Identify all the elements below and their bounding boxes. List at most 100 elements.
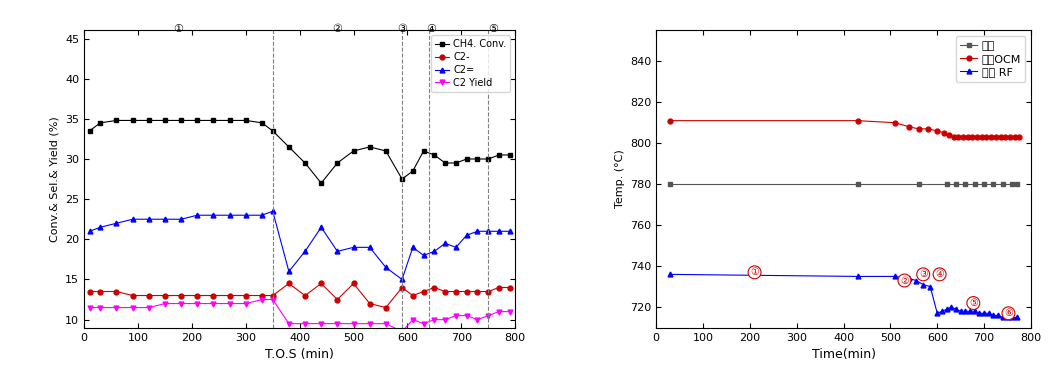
C2=	[207, 213, 220, 218]
내부OCM	[903, 125, 915, 129]
C2 Yield	[142, 305, 155, 310]
C2-	[471, 289, 484, 294]
CH4. Conv.	[471, 157, 484, 161]
CH4. Conv.	[207, 118, 220, 123]
C2=	[363, 245, 376, 250]
내부 RF	[1002, 315, 1014, 320]
내부 RF	[935, 309, 948, 314]
내부 RF	[910, 278, 923, 283]
내부 RF	[940, 307, 953, 312]
내부 RF	[969, 309, 982, 314]
외부	[912, 182, 925, 186]
CH4. Conv.	[94, 120, 106, 125]
내부 RF	[889, 274, 902, 279]
내부OCM	[851, 118, 864, 123]
내부OCM	[990, 135, 1003, 139]
C2-	[126, 293, 139, 298]
C2 Yield	[439, 317, 451, 322]
Text: ③: ③	[397, 24, 407, 35]
C2-	[449, 289, 462, 294]
C2-	[428, 285, 441, 290]
C2=	[331, 249, 344, 254]
내부OCM	[889, 120, 902, 125]
C2=	[256, 213, 268, 218]
Line: 내부OCM: 내부OCM	[668, 118, 1021, 139]
내부 RF	[931, 311, 944, 315]
내부 RF	[917, 282, 930, 287]
C2-	[159, 293, 171, 298]
C2 Yield	[175, 301, 187, 306]
외부	[1011, 182, 1024, 186]
C2-	[83, 289, 96, 294]
CH4. Conv.	[191, 118, 204, 123]
C2-	[299, 293, 311, 298]
C2-	[191, 293, 204, 298]
C2 Yield	[283, 321, 296, 326]
C2=	[142, 217, 155, 221]
CH4. Conv.	[315, 181, 327, 186]
C2=	[428, 249, 441, 254]
C2=	[283, 269, 296, 274]
C2 Yield	[347, 321, 360, 326]
C2=	[482, 229, 494, 234]
CH4. Conv.	[504, 153, 517, 157]
내부 RF	[851, 274, 864, 279]
내부 RF	[959, 309, 972, 314]
C2-	[315, 281, 327, 286]
C2-	[175, 293, 187, 298]
CH4. Conv.	[110, 118, 123, 123]
내부OCM	[975, 135, 988, 139]
내부OCM	[971, 135, 984, 139]
CH4. Conv.	[142, 118, 155, 123]
내부OCM	[948, 135, 960, 139]
C2=	[299, 249, 311, 254]
Text: ④: ④	[427, 24, 437, 35]
C2 Yield	[223, 301, 236, 306]
C2=	[110, 221, 123, 226]
C2=	[83, 229, 96, 234]
Legend: 외부, 내부OCM, 내부 RF: 외부, 내부OCM, 내부 RF	[956, 36, 1026, 82]
CH4. Conv.	[418, 149, 430, 153]
X-axis label: Time(min): Time(min)	[811, 348, 875, 361]
외부	[987, 182, 999, 186]
CH4. Conv.	[256, 120, 268, 125]
C2-	[110, 289, 123, 294]
C2=	[418, 253, 430, 258]
외부	[851, 182, 864, 186]
Line: 외부: 외부	[668, 182, 1019, 187]
C2 Yield	[207, 301, 220, 306]
내부OCM	[931, 129, 944, 133]
CH4. Conv.	[406, 169, 419, 173]
Text: ④: ④	[935, 269, 944, 279]
CH4. Conv.	[482, 157, 494, 161]
C2-	[240, 293, 252, 298]
내부 RF	[950, 307, 963, 312]
C2=	[504, 229, 517, 234]
C2=	[347, 245, 360, 250]
내부OCM	[999, 135, 1012, 139]
CH4. Conv.	[83, 129, 96, 133]
Text: ②: ②	[901, 275, 909, 285]
내부 RF	[996, 315, 1009, 320]
C2-	[418, 289, 430, 294]
CH4. Conv.	[266, 129, 279, 133]
내부OCM	[1004, 135, 1016, 139]
C2=	[94, 225, 106, 229]
C2 Yield	[406, 317, 419, 322]
C2=	[159, 217, 171, 221]
C2 Yield	[449, 313, 462, 318]
C2-	[380, 305, 392, 310]
C2 Yield	[428, 317, 441, 322]
외부	[996, 182, 1009, 186]
C2=	[396, 277, 408, 282]
내부OCM	[1013, 135, 1026, 139]
C2 Yield	[266, 297, 279, 302]
C2-	[266, 293, 279, 298]
C2 Yield	[299, 321, 311, 326]
CH4. Conv.	[240, 118, 252, 123]
C2 Yield	[504, 309, 517, 314]
C2=	[449, 245, 462, 250]
C2 Yield	[418, 321, 430, 326]
C2=	[266, 209, 279, 213]
외부	[950, 182, 963, 186]
